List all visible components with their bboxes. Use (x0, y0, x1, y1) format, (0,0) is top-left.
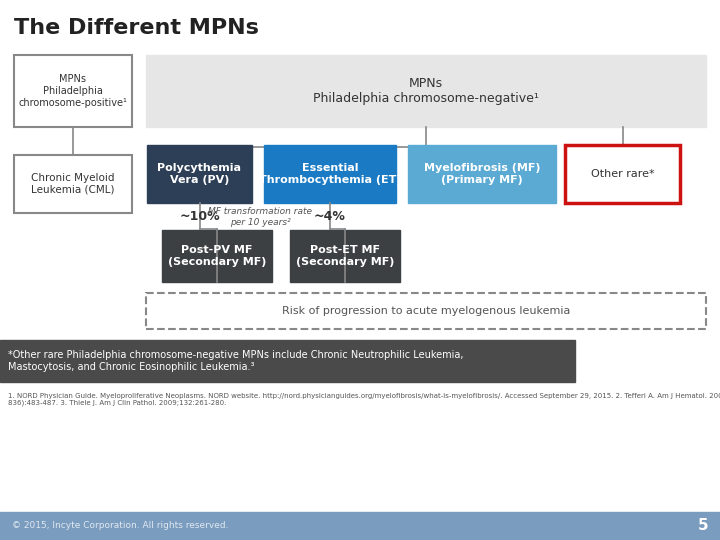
Text: ~10%: ~10% (179, 211, 220, 224)
Text: ~4%: ~4% (314, 211, 346, 224)
Text: Polycythemia
Vera (PV): Polycythemia Vera (PV) (158, 163, 241, 185)
Bar (162, 230, 272, 282)
Bar (0, 512, 720, 540)
Text: Post-PV MF
(Secondary MF): Post-PV MF (Secondary MF) (168, 245, 266, 267)
Text: MPNs
Philadelphia chromosome-negative¹: MPNs Philadelphia chromosome-negative¹ (313, 77, 539, 105)
Bar (408, 145, 556, 203)
Text: Chronic Myeloid
Leukemia (CML): Chronic Myeloid Leukemia (CML) (31, 173, 114, 195)
Text: Essential
Thrombocythemia (ET): Essential Thrombocythemia (ET) (258, 163, 401, 185)
Text: *Other rare Philadelphia chromosome-negative MPNs include Chronic Neutrophilic L: *Other rare Philadelphia chromosome-nega… (8, 350, 464, 372)
Bar (290, 230, 400, 282)
Text: MPNs
Philadelphia
chromosome-positive¹: MPNs Philadelphia chromosome-positive¹ (19, 75, 127, 107)
Text: The Different MPNs: The Different MPNs (14, 18, 259, 38)
Text: Post-ET MF
(Secondary MF): Post-ET MF (Secondary MF) (296, 245, 394, 267)
Bar (147, 145, 252, 203)
Bar (146, 55, 706, 127)
Text: 1. NORD Physician Guide. Myeloproliferative Neoplasms. NORD website. http://nord: 1. NORD Physician Guide. Myeloproliferat… (8, 393, 720, 407)
Bar (14, 55, 132, 127)
Text: 5: 5 (698, 518, 708, 534)
Bar (146, 293, 706, 329)
Bar (565, 145, 680, 203)
Text: Other rare*: Other rare* (590, 169, 654, 179)
Text: © 2015, Incyte Corporation. All rights reserved.: © 2015, Incyte Corporation. All rights r… (12, 522, 228, 530)
Bar (0, 340, 575, 382)
Text: Myelofibrosis (MF)
(Primary MF): Myelofibrosis (MF) (Primary MF) (424, 163, 540, 185)
Bar (14, 155, 132, 213)
Text: MF transformation rate
per 10 years²: MF transformation rate per 10 years² (208, 207, 312, 227)
Bar (264, 145, 396, 203)
Text: Risk of progression to acute myelogenous leukemia: Risk of progression to acute myelogenous… (282, 306, 570, 316)
